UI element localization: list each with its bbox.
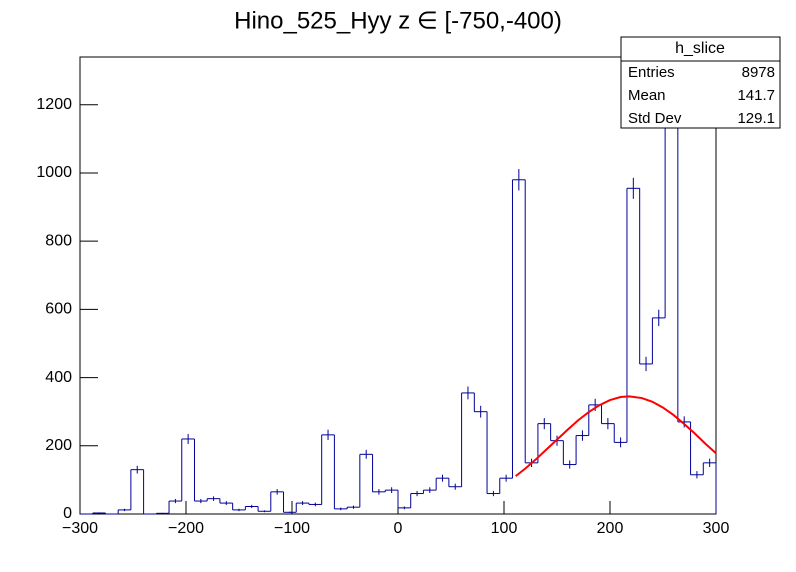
x-tick-label: 100 <box>491 520 518 537</box>
fit-curve <box>515 395 717 477</box>
x-tick-label: −200 <box>168 520 204 537</box>
x-tick-label: 200 <box>597 520 624 537</box>
x-tick-label: −100 <box>274 520 310 537</box>
stats-title: h_slice <box>675 40 725 57</box>
y-tick-label: 1000 <box>36 164 72 181</box>
bin-edges <box>92 91 717 514</box>
chart-title: Hino_525_Hyy z ∈ [-750,-400) <box>234 7 562 34</box>
x-tick-label: 0 <box>394 520 403 537</box>
y-tick-label: 200 <box>45 437 72 454</box>
stats-value: 8978 <box>742 64 775 81</box>
y-tick-label: 1200 <box>36 96 72 113</box>
x-tick-label: 300 <box>703 520 730 537</box>
stats-label: Std Dev <box>628 110 682 127</box>
y-tick-label: 800 <box>45 232 72 249</box>
y-tick-label: 400 <box>45 369 72 386</box>
stats-box: h_slice Entries 8978 Mean 141.7 Std Dev 129.1 <box>620 36 781 129</box>
stats-value: 129.1 <box>737 110 775 127</box>
stats-label: Mean <box>628 87 666 104</box>
x-tick-label: −300 <box>62 520 98 537</box>
stats-label: Entries <box>628 64 675 81</box>
y-tick-label: 0 <box>63 505 72 522</box>
y-tick-label: 600 <box>45 301 72 318</box>
stats-frame <box>620 36 781 129</box>
stats-value: 141.7 <box>737 87 775 104</box>
